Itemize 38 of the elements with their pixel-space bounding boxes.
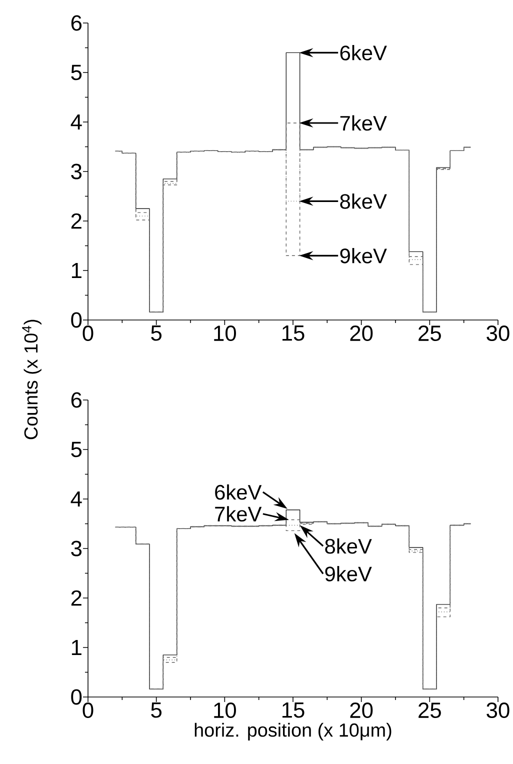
y-tick-label: 5 [71, 64, 82, 80]
x-axis-title: horiz. position (x 10μm) [194, 722, 392, 741]
x-tick-label: 15 [282, 326, 304, 341]
series-label: 6keV [215, 484, 262, 500]
series-label: 6keV [340, 45, 387, 60]
x-tick-label: 25 [418, 326, 441, 342]
y-tick-label: 1 [72, 640, 82, 656]
y-tick-label: 0 [71, 312, 82, 328]
y-tick-label: 0 [71, 689, 82, 705]
series-label: 7keV [340, 115, 387, 131]
x-tick-label: 15 [282, 702, 304, 718]
y-tick-label: 3 [71, 164, 82, 180]
y-tick-label: 6 [71, 392, 82, 408]
x-tick-label: 20 [350, 326, 373, 342]
y-tick-label: 4 [70, 114, 82, 130]
y-tick-label: 6 [71, 15, 82, 31]
y-tick-label: 4 [70, 491, 82, 507]
y-tick-label: 5 [71, 442, 82, 458]
y-tick-label: 3 [71, 540, 82, 556]
x-tick-label: 30 [486, 326, 510, 342]
series-label: 8keV [325, 538, 372, 554]
x-tick-label: 25 [418, 702, 441, 718]
y-axis-title: Counts (x 10$^{4}$) [22, 320, 42, 440]
x-tick-label: 0 [82, 326, 94, 342]
series-label: 7keV [215, 506, 262, 522]
x-tick-label: 5 [151, 326, 162, 341]
x-tick-label: 0 [82, 702, 94, 718]
series-label: 9keV [340, 248, 387, 264]
x-tick-label: 20 [350, 702, 373, 718]
x-tick-label: 10 [214, 326, 236, 342]
y-tick-label: 1 [72, 262, 82, 278]
series-label: 9keV [325, 566, 372, 582]
x-tick-label: 5 [151, 702, 162, 718]
x-tick-label: 10 [214, 702, 236, 718]
y-tick-label: 2 [71, 590, 82, 606]
series-label: 8keV [340, 194, 387, 209]
y-tick-label: 2 [71, 213, 82, 229]
x-tick-label: 30 [486, 702, 510, 718]
